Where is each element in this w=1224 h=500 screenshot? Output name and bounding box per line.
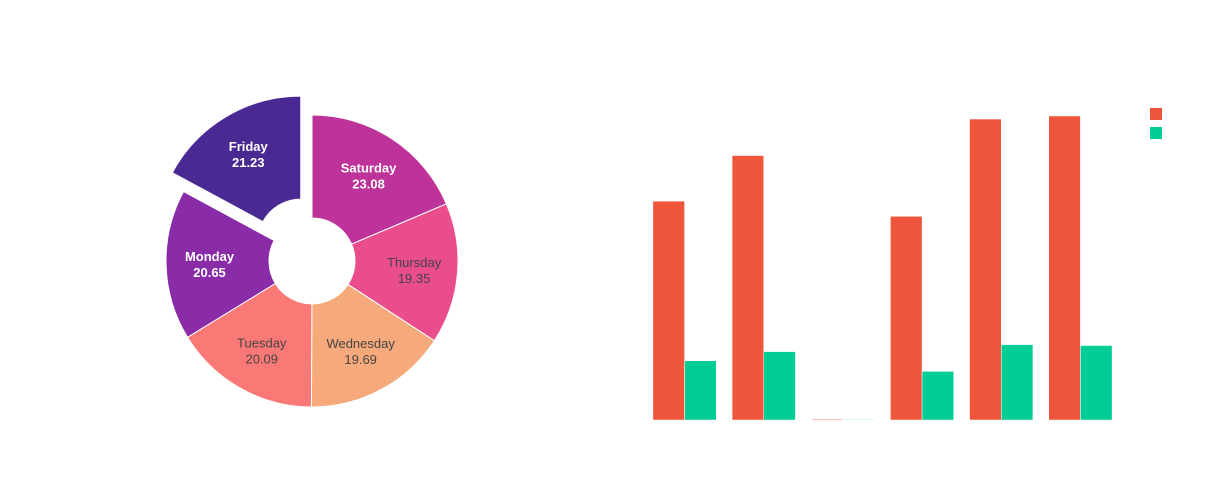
pie-slice-value: 20.65 (193, 265, 226, 280)
bar-series1-cat2[interactable] (731, 155, 764, 421)
pie-slice-tuesday[interactable] (186, 282, 313, 408)
bar-series1-cat6[interactable] (1048, 115, 1081, 421)
pie-slice-label: Monday (185, 249, 235, 264)
pie-slice-saturday[interactable] (311, 114, 448, 245)
pie-slice-thursday[interactable] (347, 203, 459, 342)
bar-series2-cat6[interactable] (1080, 345, 1113, 421)
pie-slice-value: 19.35 (398, 271, 431, 286)
pie-slice-label: Tuesday (237, 335, 287, 350)
bar-series1-cat5[interactable] (969, 118, 1002, 421)
pie-slice-label: Thursday (387, 255, 442, 270)
bar-chart (652, 115, 1113, 421)
bar-series1-cat3[interactable] (811, 418, 844, 421)
pie-slice-value: 23.08 (352, 177, 385, 192)
bar-series2-cat3[interactable] (842, 419, 875, 421)
pie-slice-value: 20.09 (245, 351, 278, 366)
legend (1150, 108, 1162, 139)
pie-slice-wednesday[interactable] (310, 283, 436, 408)
bar-series2-cat1[interactable] (684, 360, 717, 421)
legend-swatch-series1[interactable] (1150, 108, 1162, 120)
pie-slice-label: Saturday (341, 161, 397, 176)
bar-series2-cat5[interactable] (1001, 344, 1034, 421)
bar-series2-cat2[interactable] (763, 351, 796, 421)
pie-slice-friday[interactable] (171, 95, 302, 223)
bar-series1-cat1[interactable] (652, 200, 685, 421)
pie-slice-value: 19.69 (344, 352, 377, 367)
bar-series2-cat4[interactable] (921, 371, 954, 421)
pie-slice-label: Wednesday (326, 336, 395, 351)
pie-slice-monday[interactable] (165, 190, 277, 338)
legend-swatch-series2[interactable] (1150, 127, 1162, 139)
pie-slice-label: Friday (229, 139, 269, 154)
bar-series1-cat4[interactable] (890, 216, 923, 421)
pie-slice-value: 21.23 (232, 155, 265, 170)
